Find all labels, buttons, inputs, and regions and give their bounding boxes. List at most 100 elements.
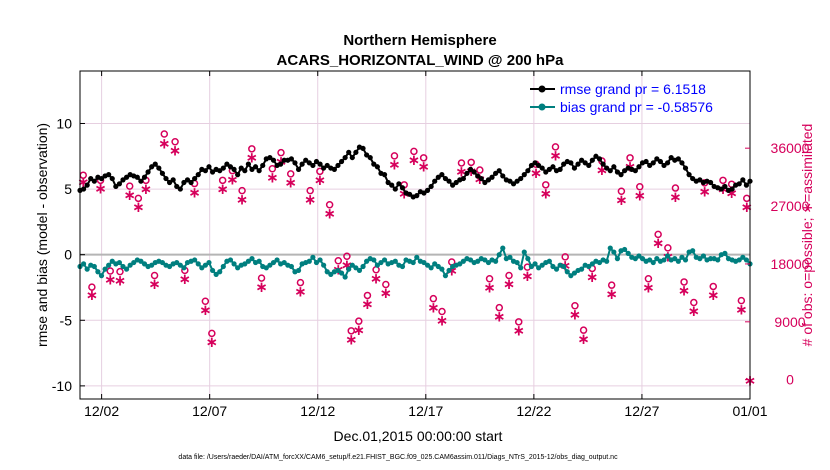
obs-possible-marker — [355, 317, 363, 325]
bias-point — [507, 254, 513, 260]
obs-assimilated-marker: ∗ — [586, 269, 599, 286]
rmse-point — [740, 177, 746, 183]
obs-assimilated-marker: ∗ — [179, 271, 192, 288]
obs-possible-marker — [737, 296, 746, 305]
obs-assimilated-marker: ∗ — [216, 181, 229, 198]
obs-assimilated-marker: ∗ — [255, 279, 268, 296]
bias-point — [102, 266, 108, 272]
obs-assimilated-marker: ∗ — [148, 276, 161, 293]
rmse-point — [518, 175, 524, 182]
obs-possible-marker — [106, 267, 115, 275]
bias-point — [428, 265, 434, 271]
rmse-point — [371, 161, 377, 167]
rmse-point — [152, 161, 158, 167]
grid-lines — [80, 71, 751, 399]
rmse-point — [317, 161, 323, 167]
bias-point — [579, 266, 585, 272]
obs-possible-marker — [644, 274, 653, 283]
bias-point — [614, 256, 621, 262]
x-tick-label: 12/22 — [516, 403, 551, 419]
rmse-point — [654, 156, 660, 162]
rmse-point — [593, 153, 599, 159]
rmse-point — [392, 186, 398, 192]
rmse-point — [163, 175, 169, 182]
bias-point — [131, 259, 137, 266]
obs-possible-marker — [495, 303, 504, 312]
rmse-point — [636, 164, 642, 170]
bias-point — [514, 259, 520, 266]
chart-title: Northern Hemisphere — [343, 32, 496, 49]
obs-possible-marker — [690, 298, 698, 307]
bias-point — [166, 263, 173, 270]
bias-point — [442, 273, 449, 279]
rmse-point — [292, 160, 298, 166]
y-right-tick-label: 0 — [786, 372, 794, 388]
bias-point — [460, 258, 466, 264]
obs-assimilated-marker: ∗ — [370, 270, 383, 287]
rmse-point — [88, 175, 94, 182]
bias-point — [381, 257, 388, 263]
obs-assimilated-marker: ∗ — [388, 157, 401, 174]
obs-possible-marker — [238, 186, 246, 195]
rmse-point — [159, 170, 166, 176]
obs-assimilated-marker: ∗ — [735, 301, 748, 318]
obs-possible-marker — [171, 137, 179, 146]
obs-assimilated-marker: ∗ — [408, 152, 421, 169]
rmse-point — [661, 162, 667, 169]
bias-point — [120, 263, 126, 270]
obs-assimilated-marker: ∗ — [158, 135, 171, 152]
rmse-point — [722, 183, 728, 190]
obs-assimilated-marker: ∗ — [427, 299, 440, 316]
rmse-point — [478, 175, 484, 182]
bias-point — [281, 259, 287, 266]
bias-point — [632, 256, 638, 262]
rmse-point — [543, 169, 549, 175]
rmse-point — [324, 162, 330, 169]
rmse-point — [252, 164, 259, 170]
obs-possible-marker — [654, 230, 662, 239]
rmse-point — [496, 168, 502, 174]
bias-point — [324, 269, 330, 275]
bias-point — [682, 257, 689, 263]
x-tick-label: 12/27 — [624, 403, 659, 419]
obs-possible-marker — [561, 253, 569, 261]
bias-point — [432, 261, 438, 267]
obs-possible-marker — [150, 271, 159, 280]
bias-point — [482, 257, 488, 263]
rmse-point — [539, 165, 545, 171]
rmse-point — [475, 173, 481, 179]
rmse-point — [525, 168, 531, 174]
plot-frame — [79, 70, 751, 400]
rmse-point — [485, 177, 492, 183]
obs-possible-marker — [617, 187, 626, 196]
obs-assimilated-marker: ∗ — [104, 272, 117, 289]
obs-assimilated-marker: ∗ — [132, 199, 145, 216]
rmse-point — [295, 166, 302, 172]
bias-point — [675, 258, 681, 264]
obs-assimilated-marker: ∗ — [294, 283, 307, 300]
rmse-point — [385, 179, 391, 186]
rmse-point — [217, 168, 223, 174]
obs-possible-marker — [410, 147, 418, 156]
obs-assimilated-marker: ∗ — [678, 283, 691, 300]
bias-point — [496, 252, 502, 258]
bias-point — [270, 259, 277, 266]
rmse-point — [389, 182, 395, 188]
rmse-point — [435, 174, 441, 180]
obs-possible-marker — [514, 318, 523, 326]
legend-bias-label: bias grand pr = -0.58576 — [560, 99, 713, 115]
rmse-point — [106, 172, 112, 178]
bias-point — [622, 246, 628, 253]
x-tick-label: 12/17 — [408, 403, 443, 419]
obs-assimilated-marker: ∗ — [169, 142, 182, 159]
bias-point — [722, 250, 728, 256]
rmse-point — [166, 179, 173, 186]
bias-point — [475, 258, 481, 264]
rmse-point — [138, 178, 144, 184]
bias-point — [199, 265, 205, 271]
bias-point — [227, 257, 234, 263]
bias-point — [181, 265, 187, 271]
bias-point — [338, 270, 345, 276]
bias-point — [679, 254, 685, 260]
